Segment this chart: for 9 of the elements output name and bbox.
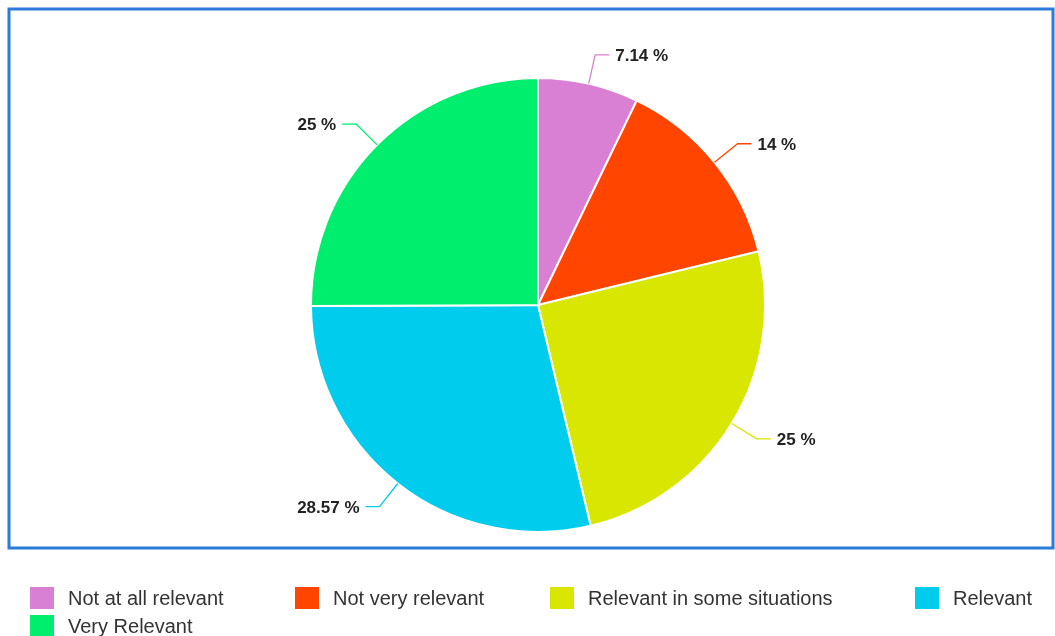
data-label: 28.57 % — [297, 497, 360, 517]
data-label: 25 % — [776, 429, 816, 449]
data-label: 7.14 % — [615, 45, 669, 65]
legend-label: Relevant in some situations — [588, 587, 833, 609]
legend-label: Not at all relevant — [68, 587, 225, 609]
legend-label: Relevant — [953, 587, 1033, 609]
data-label: 25 % — [297, 114, 337, 134]
data-label: 14 % — [757, 134, 797, 154]
legend-label: Not very relevant — [333, 587, 485, 609]
